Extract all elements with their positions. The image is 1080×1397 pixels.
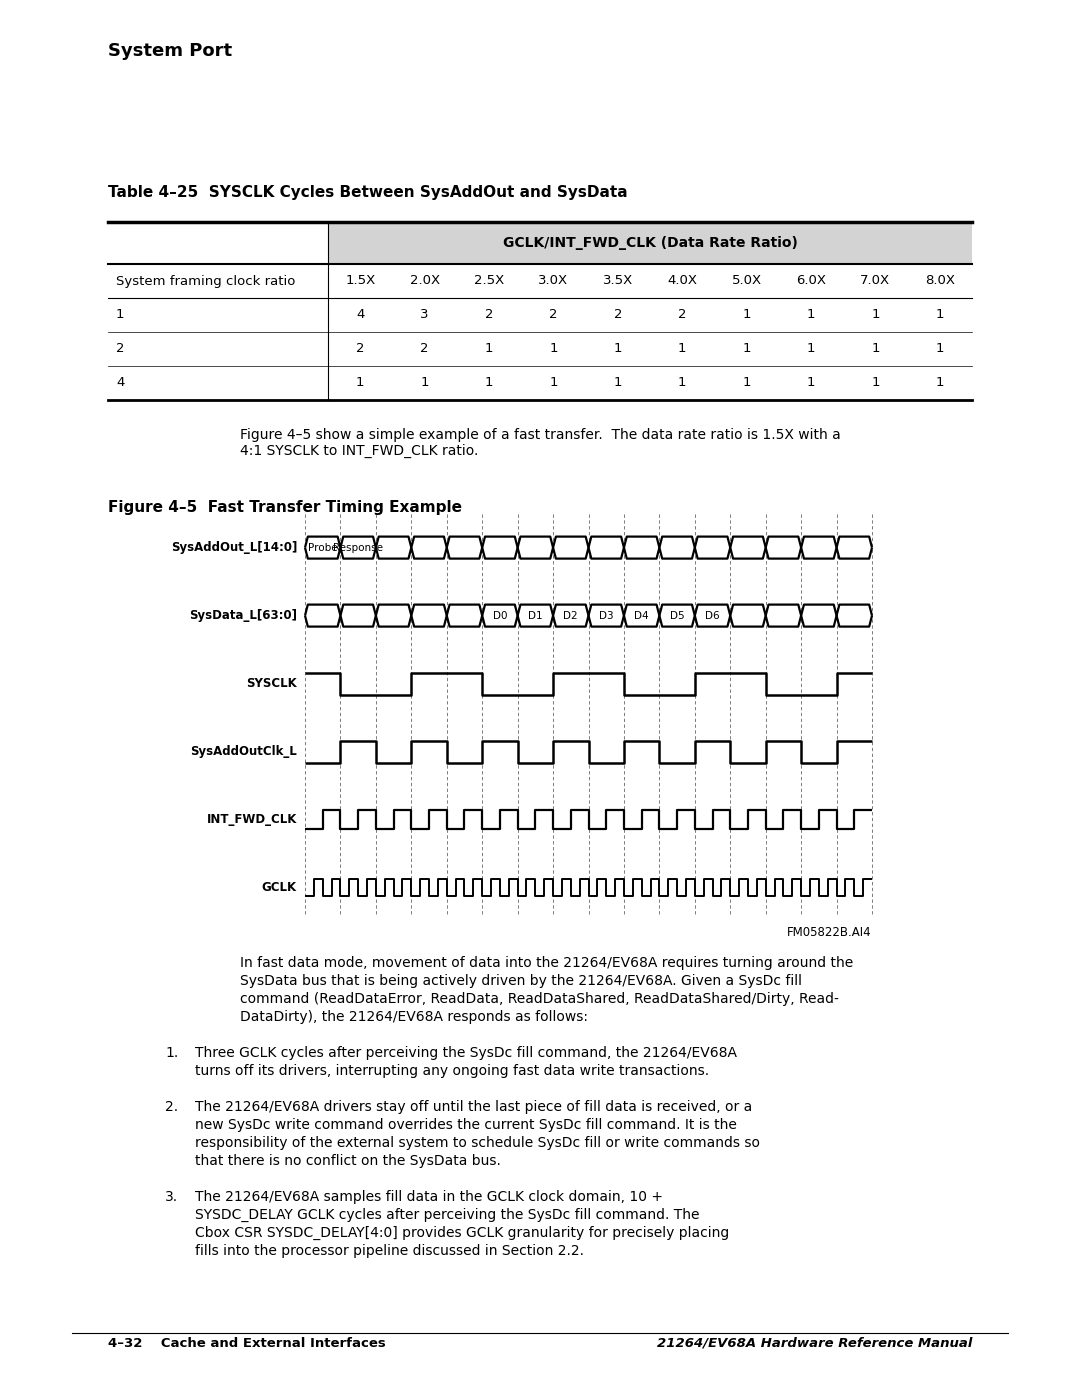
Text: SysAddOutClk_L: SysAddOutClk_L — [190, 745, 297, 759]
Text: INT_FWD_CLK: INT_FWD_CLK — [206, 813, 297, 826]
Text: 1: 1 — [420, 377, 429, 390]
Text: 1: 1 — [872, 342, 879, 355]
Text: SysData_L[63:0]: SysData_L[63:0] — [189, 609, 297, 622]
Text: 1: 1 — [678, 377, 687, 390]
Text: SysData bus that is being actively driven by the 21264/EV68A. Given a SysDc fill: SysData bus that is being actively drive… — [240, 974, 802, 988]
Text: 1: 1 — [678, 342, 687, 355]
Text: 2: 2 — [356, 342, 364, 355]
Text: 2: 2 — [116, 342, 124, 355]
Text: 2: 2 — [613, 309, 622, 321]
Text: DataDirty), the 21264/EV68A responds as follows:: DataDirty), the 21264/EV68A responds as … — [240, 1010, 588, 1024]
Text: 1: 1 — [549, 377, 557, 390]
Text: D6: D6 — [705, 610, 720, 620]
Text: 1: 1 — [742, 377, 751, 390]
Text: 21264/EV68A Hardware Reference Manual: 21264/EV68A Hardware Reference Manual — [657, 1337, 972, 1350]
Text: fills into the processor pipeline discussed in Section 2.2.: fills into the processor pipeline discus… — [195, 1243, 584, 1257]
Text: SysAddOut_L[14:0]: SysAddOut_L[14:0] — [171, 541, 297, 555]
Text: Probe: Probe — [308, 542, 338, 553]
Text: 4: 4 — [356, 309, 364, 321]
Text: 1: 1 — [807, 342, 815, 355]
Text: 2.5X: 2.5X — [474, 274, 504, 288]
Text: turns off its drivers, interrupting any ongoing fast data write transactions.: turns off its drivers, interrupting any … — [195, 1063, 710, 1077]
Text: Figure 4–5 show a simple example of a fast transfer.  The data rate ratio is 1.5: Figure 4–5 show a simple example of a fa… — [240, 427, 840, 458]
Text: FM05822B.AI4: FM05822B.AI4 — [787, 926, 872, 939]
Text: 1: 1 — [613, 377, 622, 390]
Text: 3: 3 — [420, 309, 429, 321]
Text: 1: 1 — [935, 377, 944, 390]
Text: command (ReadDataError, ReadData, ReadDataShared, ReadDataShared/Dirty, Read-: command (ReadDataError, ReadData, ReadDa… — [240, 992, 839, 1006]
Text: D0: D0 — [492, 610, 508, 620]
Text: 1: 1 — [116, 309, 124, 321]
Text: 1.5X: 1.5X — [346, 274, 376, 288]
Text: In fast data mode, movement of data into the 21264/EV68A requires turning around: In fast data mode, movement of data into… — [240, 956, 853, 970]
Text: D5: D5 — [670, 610, 685, 620]
Text: 8.0X: 8.0X — [924, 274, 955, 288]
Text: 6.0X: 6.0X — [796, 274, 826, 288]
Text: 1: 1 — [549, 342, 557, 355]
Text: 1: 1 — [613, 342, 622, 355]
Text: D4: D4 — [634, 610, 649, 620]
Text: 1: 1 — [807, 309, 815, 321]
Text: 2: 2 — [485, 309, 494, 321]
Text: 7.0X: 7.0X — [861, 274, 891, 288]
Text: 5.0X: 5.0X — [731, 274, 761, 288]
Text: responsibility of the external system to schedule SysDc fill or write commands s: responsibility of the external system to… — [195, 1136, 760, 1150]
Text: SYSDC_DELAY GCLK cycles after perceiving the SysDc fill command. The: SYSDC_DELAY GCLK cycles after perceiving… — [195, 1207, 700, 1222]
Text: 3.0X: 3.0X — [538, 274, 568, 288]
Text: that there is no conflict on the SysData bus.: that there is no conflict on the SysData… — [195, 1154, 501, 1168]
Text: Response: Response — [333, 542, 383, 553]
Text: 1: 1 — [485, 377, 494, 390]
Text: D2: D2 — [564, 610, 578, 620]
Text: 1: 1 — [742, 309, 751, 321]
Text: SYSCLK: SYSCLK — [246, 678, 297, 690]
Text: 2: 2 — [420, 342, 429, 355]
Text: new SysDc write command overrides the current SysDc fill command. It is the: new SysDc write command overrides the cu… — [195, 1118, 737, 1132]
Text: 2: 2 — [549, 309, 557, 321]
Bar — [328, 222, 972, 264]
Text: 4.0X: 4.0X — [667, 274, 698, 288]
Text: 3.5X: 3.5X — [603, 274, 633, 288]
Text: System Port: System Port — [108, 42, 232, 60]
Text: 2: 2 — [678, 309, 687, 321]
Text: Table 4–25  SYSCLK Cycles Between SysAddOut and SysData: Table 4–25 SYSCLK Cycles Between SysAddO… — [108, 184, 627, 200]
Text: The 21264/EV68A samples fill data in the GCLK clock domain, 10 +: The 21264/EV68A samples fill data in the… — [195, 1190, 663, 1204]
Text: 1: 1 — [935, 309, 944, 321]
Text: GCLK: GCLK — [261, 882, 297, 894]
Text: The 21264/EV68A drivers stay off until the last piece of fill data is received, : The 21264/EV68A drivers stay off until t… — [195, 1099, 753, 1113]
Text: 1: 1 — [872, 309, 879, 321]
Text: D1: D1 — [528, 610, 542, 620]
Text: 1: 1 — [485, 342, 494, 355]
Text: Figure 4–5  Fast Transfer Timing Example: Figure 4–5 Fast Transfer Timing Example — [108, 500, 462, 515]
Text: 3.: 3. — [165, 1190, 178, 1204]
Text: 1: 1 — [807, 377, 815, 390]
Text: 4: 4 — [116, 377, 124, 390]
Text: GCLK/INT_FWD_CLK (Data Rate Ratio): GCLK/INT_FWD_CLK (Data Rate Ratio) — [502, 236, 797, 250]
Text: 1: 1 — [742, 342, 751, 355]
Text: 1: 1 — [872, 377, 879, 390]
Text: System framing clock ratio: System framing clock ratio — [116, 274, 295, 288]
Text: 1.: 1. — [165, 1045, 178, 1059]
Text: 1: 1 — [935, 342, 944, 355]
Text: D3: D3 — [599, 610, 613, 620]
Text: Cbox CSR SYSDC_DELAY[4:0] provides GCLK granularity for precisely placing: Cbox CSR SYSDC_DELAY[4:0] provides GCLK … — [195, 1225, 729, 1239]
Text: Three GCLK cycles after perceiving the SysDc fill command, the 21264/EV68A: Three GCLK cycles after perceiving the S… — [195, 1045, 737, 1059]
Text: 2.0X: 2.0X — [409, 274, 440, 288]
Text: 4–32    Cache and External Interfaces: 4–32 Cache and External Interfaces — [108, 1337, 386, 1350]
Text: 2.: 2. — [165, 1099, 178, 1113]
Text: 1: 1 — [356, 377, 364, 390]
